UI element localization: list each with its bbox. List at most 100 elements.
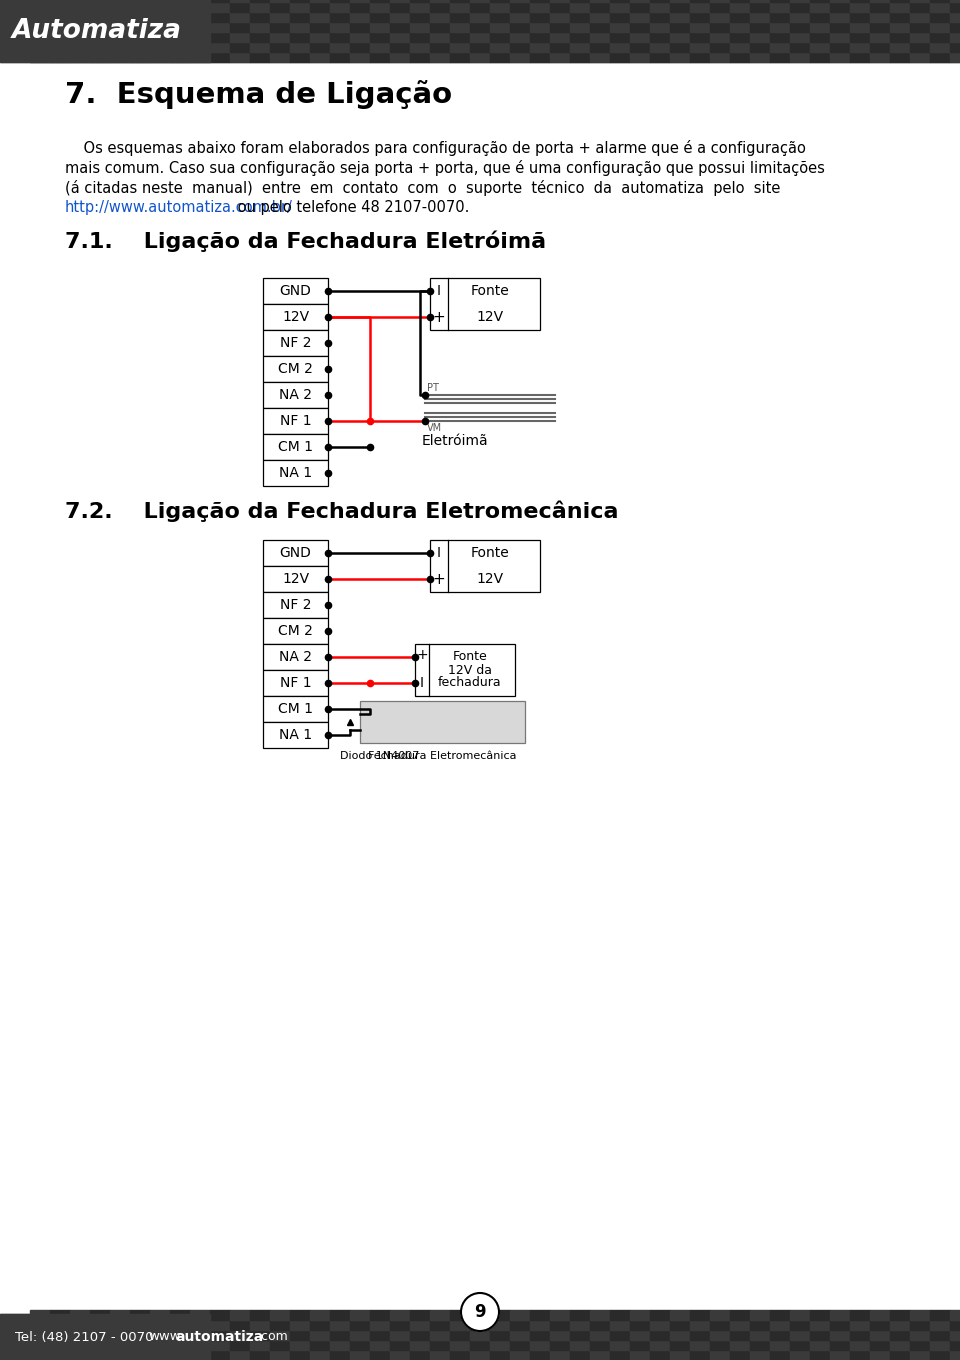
Bar <box>450 0 470 1</box>
Bar <box>450 1340 470 1350</box>
Bar <box>590 1330 610 1340</box>
Text: VM: VM <box>427 423 443 432</box>
Bar <box>910 33 930 42</box>
Bar <box>550 22 570 33</box>
Text: NA 1: NA 1 <box>279 728 312 743</box>
Text: CM 2: CM 2 <box>278 362 313 375</box>
Text: Tel: (48) 2107 - 0070: Tel: (48) 2107 - 0070 <box>15 1330 154 1344</box>
Text: www.: www. <box>148 1330 183 1344</box>
Bar <box>750 1340 770 1350</box>
Bar <box>930 33 950 42</box>
Bar <box>230 1350 250 1360</box>
Text: CM 2: CM 2 <box>278 624 313 638</box>
Bar <box>470 1330 490 1340</box>
Bar <box>950 22 960 33</box>
Bar <box>390 1340 410 1350</box>
Bar <box>750 22 770 33</box>
Text: Diodo 1N4007: Diodo 1N4007 <box>340 751 420 762</box>
Bar <box>370 1310 390 1321</box>
Text: 7.2.    Ligação da Fechadura Eletromecânica: 7.2. Ligação da Fechadura Eletromecânica <box>65 500 618 521</box>
Bar <box>710 1310 730 1321</box>
Bar <box>230 12 250 22</box>
Bar <box>310 1310 330 1321</box>
Bar <box>650 1 670 12</box>
Bar <box>150 12 170 22</box>
Bar <box>950 1321 960 1330</box>
Bar <box>210 0 230 1</box>
Bar <box>390 1 410 12</box>
Bar <box>330 1 350 12</box>
Bar <box>330 1340 350 1350</box>
Bar <box>490 1 510 12</box>
Bar <box>90 1330 110 1340</box>
Bar <box>130 42 150 52</box>
Bar <box>870 0 890 1</box>
Bar <box>850 42 870 52</box>
Bar <box>750 1330 770 1340</box>
Bar <box>370 1350 390 1360</box>
Bar <box>910 52 930 63</box>
Bar <box>810 1340 830 1350</box>
Bar <box>910 1350 930 1360</box>
Bar <box>30 33 50 42</box>
Bar <box>250 1310 270 1321</box>
Bar <box>50 1330 70 1340</box>
Bar <box>810 1 830 12</box>
Bar <box>610 1340 630 1350</box>
Bar <box>410 52 430 63</box>
Bar <box>950 1330 960 1340</box>
Bar <box>50 1321 70 1330</box>
Bar <box>330 42 350 52</box>
Bar <box>350 33 370 42</box>
Bar <box>270 22 290 33</box>
Bar <box>370 1 390 12</box>
Bar <box>190 1350 210 1360</box>
Bar <box>230 52 250 63</box>
Bar <box>630 1321 650 1330</box>
Bar <box>470 1 490 12</box>
Text: GND: GND <box>279 545 311 560</box>
Bar <box>390 12 410 22</box>
Bar <box>670 1310 690 1321</box>
Bar <box>270 1310 290 1321</box>
Bar <box>270 42 290 52</box>
Bar <box>770 1310 790 1321</box>
Bar <box>250 33 270 42</box>
Bar <box>590 1340 610 1350</box>
Bar <box>510 1310 530 1321</box>
Bar <box>690 52 710 63</box>
Bar <box>110 52 130 63</box>
Bar <box>290 1321 310 1330</box>
Bar <box>530 1 550 12</box>
Bar <box>470 33 490 42</box>
Bar <box>690 1310 710 1321</box>
Bar <box>790 1330 810 1340</box>
Bar <box>290 1330 310 1340</box>
Bar <box>510 12 530 22</box>
Bar <box>530 0 550 1</box>
Bar <box>550 1350 570 1360</box>
Bar <box>50 52 70 63</box>
Bar <box>750 1 770 12</box>
Bar <box>730 1310 750 1321</box>
Bar <box>790 0 810 1</box>
Bar <box>350 12 370 22</box>
Bar <box>630 1330 650 1340</box>
Bar <box>930 22 950 33</box>
Bar <box>470 22 490 33</box>
Bar <box>870 12 890 22</box>
Bar <box>550 52 570 63</box>
Bar <box>170 52 190 63</box>
Bar <box>30 42 50 52</box>
Text: NF 2: NF 2 <box>279 336 311 350</box>
Bar <box>190 1340 210 1350</box>
Bar <box>710 12 730 22</box>
Bar <box>490 1321 510 1330</box>
Bar <box>370 1321 390 1330</box>
Bar <box>450 12 470 22</box>
Bar <box>710 1321 730 1330</box>
Bar <box>150 22 170 33</box>
Bar <box>530 42 550 52</box>
Bar <box>70 1321 90 1330</box>
Bar <box>710 1340 730 1350</box>
